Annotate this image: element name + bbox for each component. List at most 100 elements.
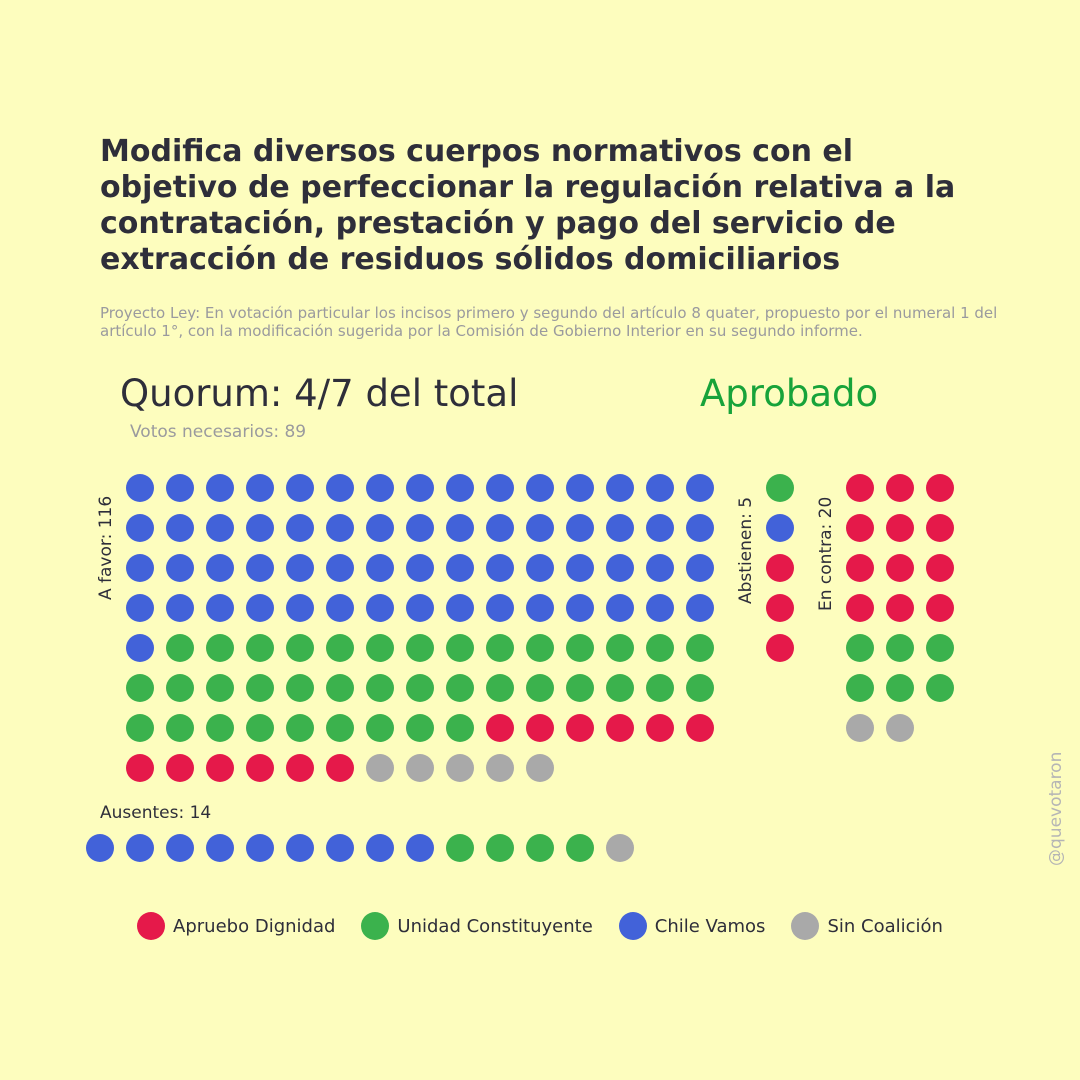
vote-dot-en-contra-unidad-constituyente [846, 634, 874, 662]
vote-dot-a-favor-unidad-constituyente [366, 634, 394, 662]
vote-dot-a-favor-chile-vamos [206, 554, 234, 582]
vote-dot-a-favor-apruebo-dignidad [246, 754, 274, 782]
vote-dot-en-contra-apruebo-dignidad [926, 594, 954, 622]
bill-description: Proyecto Ley: En votación particular los… [100, 304, 998, 340]
vote-dot-a-favor-chile-vamos [446, 474, 474, 502]
vote-dot-a-favor-chile-vamos [526, 594, 554, 622]
quorum-label: Quorum: 4/7 del total [120, 372, 519, 415]
vote-dot-a-favor-chile-vamos [366, 514, 394, 542]
vote-dot-a-favor-chile-vamos [126, 634, 154, 662]
vote-dot-en-contra-apruebo-dignidad [846, 474, 874, 502]
vote-dot-en-contra-apruebo-dignidad [886, 554, 914, 582]
vote-dot-a-favor-unidad-constituyente [686, 634, 714, 662]
page-title: Modifica diversos cuerpos normativos con… [100, 134, 956, 277]
vote-dot-ausentes-unidad-constituyente [526, 834, 554, 862]
vote-dot-a-favor-chile-vamos [366, 594, 394, 622]
vote-dot-en-contra-apruebo-dignidad [926, 554, 954, 582]
vote-dot-a-favor-chile-vamos [526, 554, 554, 582]
vote-dot-a-favor-chile-vamos [606, 514, 634, 542]
vote-dot-a-favor-chile-vamos [606, 474, 634, 502]
vote-dot-abstienen-apruebo-dignidad [766, 594, 794, 622]
vote-dot-a-favor-chile-vamos [606, 554, 634, 582]
vote-dot-a-favor-chile-vamos [406, 474, 434, 502]
vote-dot-ausentes-chile-vamos [286, 834, 314, 862]
vote-dot-a-favor-chile-vamos [286, 554, 314, 582]
legend-label: Sin Coalición [827, 915, 943, 937]
vote-dot-ausentes-unidad-constituyente [566, 834, 594, 862]
vote-dot-a-favor-unidad-constituyente [126, 714, 154, 742]
vote-dot-a-favor-unidad-constituyente [126, 674, 154, 702]
vote-dot-a-favor-chile-vamos [646, 594, 674, 622]
vote-dot-a-favor-unidad-constituyente [566, 634, 594, 662]
vote-dot-ausentes-chile-vamos [86, 834, 114, 862]
vote-dot-a-favor-chile-vamos [566, 514, 594, 542]
vote-dot-a-favor-chile-vamos [686, 554, 714, 582]
vote-dot-a-favor-apruebo-dignidad [526, 714, 554, 742]
vote-dot-a-favor-chile-vamos [686, 514, 714, 542]
vote-dot-a-favor-sin-coalicion [526, 754, 554, 782]
vote-dot-abstienen-apruebo-dignidad [766, 634, 794, 662]
vote-result: Aprobado [700, 372, 879, 415]
vote-dot-a-favor-chile-vamos [166, 474, 194, 502]
vote-dot-en-contra-apruebo-dignidad [846, 554, 874, 582]
vote-dot-ausentes-chile-vamos [246, 834, 274, 862]
vote-dot-a-favor-chile-vamos [566, 554, 594, 582]
vote-dot-a-favor-chile-vamos [126, 474, 154, 502]
vote-dot-a-favor-apruebo-dignidad [286, 754, 314, 782]
vote-dot-a-favor-chile-vamos [406, 554, 434, 582]
vote-dot-ausentes-chile-vamos [206, 834, 234, 862]
vote-dot-ausentes-chile-vamos [166, 834, 194, 862]
vote-dot-a-favor-sin-coalicion [446, 754, 474, 782]
vote-dot-a-favor-chile-vamos [326, 514, 354, 542]
vote-dot-a-favor-unidad-constituyente [606, 674, 634, 702]
legend-item-apruebo-dignidad: Apruebo Dignidad [137, 912, 335, 940]
vote-dot-a-favor-chile-vamos [526, 514, 554, 542]
vote-dot-a-favor-chile-vamos [286, 474, 314, 502]
vote-dot-a-favor-unidad-constituyente [446, 674, 474, 702]
vote-dot-en-contra-sin-coalicion [886, 714, 914, 742]
vote-dot-a-favor-chile-vamos [686, 594, 714, 622]
vote-dot-a-favor-unidad-constituyente [326, 634, 354, 662]
vote-dot-a-favor-chile-vamos [326, 474, 354, 502]
vote-dot-a-favor-chile-vamos [126, 514, 154, 542]
vote-dot-ausentes-chile-vamos [366, 834, 394, 862]
vote-dot-a-favor-unidad-constituyente [366, 714, 394, 742]
vote-dot-en-contra-unidad-constituyente [886, 674, 914, 702]
vote-dot-a-favor-unidad-constituyente [646, 674, 674, 702]
legend-swatch [618, 912, 647, 940]
vote-dot-en-contra-apruebo-dignidad [926, 474, 954, 502]
vote-dot-a-favor-apruebo-dignidad [206, 754, 234, 782]
vote-dot-a-favor-apruebo-dignidad [566, 714, 594, 742]
vote-dot-a-favor-chile-vamos [166, 514, 194, 542]
vote-dot-a-favor-unidad-constituyente [406, 674, 434, 702]
vote-dot-ausentes-chile-vamos [406, 834, 434, 862]
vote-dot-a-favor-unidad-constituyente [246, 714, 274, 742]
vote-dot-a-favor-unidad-constituyente [486, 674, 514, 702]
vote-dot-a-favor-chile-vamos [206, 594, 234, 622]
legend-item-sin-coalicion: Sin Coalición [791, 912, 943, 940]
vote-dot-a-favor-chile-vamos [286, 594, 314, 622]
vote-dot-a-favor-apruebo-dignidad [126, 754, 154, 782]
vote-dot-a-favor-unidad-constituyente [406, 714, 434, 742]
vote-dot-a-favor-sin-coalicion [406, 754, 434, 782]
legend-swatch [791, 912, 820, 940]
vote-dot-a-favor-chile-vamos [206, 514, 234, 542]
vote-dot-ausentes-sin-coalicion [606, 834, 634, 862]
legend-item-chile-vamos: Chile Vamos [618, 912, 765, 940]
vote-dot-a-favor-unidad-constituyente [566, 674, 594, 702]
vote-dot-en-contra-apruebo-dignidad [886, 474, 914, 502]
vote-dot-a-favor-chile-vamos [686, 474, 714, 502]
vote-dot-a-favor-unidad-constituyente [206, 714, 234, 742]
vote-dot-en-contra-unidad-constituyente [886, 634, 914, 662]
vote-dot-a-favor-chile-vamos [486, 474, 514, 502]
vote-dot-a-favor-chile-vamos [286, 514, 314, 542]
vote-dot-en-contra-unidad-constituyente [846, 674, 874, 702]
vote-dot-a-favor-unidad-constituyente [406, 634, 434, 662]
vote-dot-a-favor-chile-vamos [366, 554, 394, 582]
vote-dot-a-favor-chile-vamos [406, 514, 434, 542]
vote-dot-en-contra-apruebo-dignidad [926, 514, 954, 542]
vote-dot-a-favor-chile-vamos [246, 594, 274, 622]
vote-dot-en-contra-unidad-constituyente [926, 674, 954, 702]
vote-dot-a-favor-chile-vamos [566, 594, 594, 622]
